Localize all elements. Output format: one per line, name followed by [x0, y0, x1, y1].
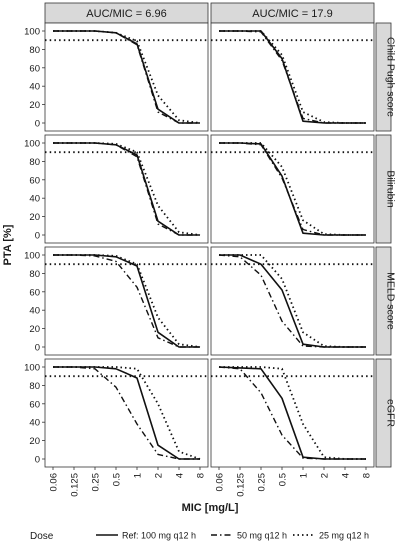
x-tick-label: 2	[154, 473, 165, 478]
row-strip-label: Child Pugh score	[385, 37, 397, 117]
x-tick-label: 8	[362, 473, 373, 478]
row-strip: MELD score	[375, 246, 397, 356]
legend-entry: Ref: 100 mg q12 h	[96, 531, 196, 541]
column-strip: AUC/MIC = 17.9	[210, 2, 375, 24]
panel-frame	[210, 22, 375, 132]
y-tick-label: 0	[35, 231, 40, 242]
panel-frame	[210, 246, 375, 356]
y-tick-label: 0	[35, 119, 40, 130]
series-line-dotted	[53, 142, 201, 236]
series-line-solid	[53, 254, 200, 348]
y-axis-label: PTA [%]	[2, 224, 14, 265]
y-tick-label: 20	[29, 100, 40, 111]
column-strip-label: AUC/MIC = 17.9	[252, 8, 332, 20]
x-tick-label: 4	[341, 473, 352, 478]
y-tick-label: 40	[29, 306, 40, 317]
facet-panel: 0 20 40 60 80 100	[24, 22, 209, 132]
facet-panel	[210, 134, 375, 244]
panel-frame	[44, 358, 209, 468]
y-tick-label: 100	[24, 363, 40, 374]
x-tick-label: 0.125	[70, 473, 81, 497]
facet-panel: 0.06 0.125 0.25 0.5 1 2 4 8	[210, 358, 375, 497]
legend-title: Dose	[30, 531, 54, 542]
x-tick-label: 0.5	[112, 473, 123, 486]
x-tick-label: 2	[320, 473, 331, 478]
y-tick-label: 60	[29, 287, 40, 298]
series-line-solid	[219, 254, 366, 348]
series-line-dashdot	[53, 366, 200, 460]
x-tick-label: 0.06	[215, 473, 226, 492]
panel-frame	[44, 134, 209, 244]
row-strip: Bilirubin	[375, 134, 397, 244]
series-line-dotted	[53, 254, 201, 348]
y-tick-label: 80	[29, 45, 40, 56]
panel-frame	[44, 22, 209, 132]
row-strip: eGFR	[375, 358, 397, 468]
y-tick-label: 80	[29, 381, 40, 392]
row-strip-label: Bilirubin	[385, 170, 397, 208]
panel-frame	[44, 246, 209, 356]
facet-panel: 0 20 40 60 80 100	[24, 246, 209, 356]
legend-label: Ref: 100 mg q12 h	[122, 531, 196, 541]
series-line-dashdot	[219, 30, 366, 124]
panels: AUC/MIC = 6.96 AUC/MIC = 17.9 Child Pugh s…	[24, 2, 397, 497]
column-strip-label: AUC/MIC = 6.96	[86, 8, 166, 20]
y-tick-label: 100	[24, 251, 40, 262]
y-tick-label: 100	[24, 27, 40, 38]
y-tick-label: 0	[35, 343, 40, 354]
series-line-solid	[53, 366, 200, 460]
panel-frame	[210, 134, 375, 244]
x-tick-label: 4	[175, 473, 186, 478]
x-tick-label: 0.06	[49, 473, 60, 492]
panel-frame	[210, 358, 375, 468]
x-axis-label: MIC [mg/L]	[182, 502, 239, 514]
y-tick-label: 40	[29, 82, 40, 93]
x-tick-label: 0.25	[91, 473, 102, 492]
y-tick-label: 60	[29, 63, 40, 74]
facet-panel: 0 20 40 60 80 100 0.06 0.125 0.25 0.5 1 2 4 8	[24, 358, 209, 497]
y-tick-label: 40	[29, 418, 40, 429]
row-strip-label: MELD score	[385, 272, 397, 330]
row-strip-label: eGFR	[385, 399, 397, 427]
series-line-dashdot	[53, 142, 200, 236]
y-tick-label: 60	[29, 175, 40, 186]
x-tick-label: 1	[299, 473, 310, 478]
legend: Dose Ref: 100 mg q12 h 50 mg q12 h 25 mg q…	[30, 531, 369, 543]
series-line-solid	[218, 366, 366, 460]
facet-panel: 0 20 40 60 80 100	[24, 134, 209, 244]
y-tick-label: 100	[24, 139, 40, 150]
x-tick-label: 0.25	[257, 473, 268, 492]
x-tick-label: 0.5	[278, 473, 289, 486]
legend-label: 25 mg q12 h	[319, 531, 369, 541]
x-tick-label: 0.125	[236, 473, 247, 497]
row-strip: Child Pugh score	[375, 22, 397, 132]
series-line-dashdot	[53, 30, 200, 124]
facet-panel	[210, 22, 375, 132]
y-tick-label: 80	[29, 269, 40, 280]
y-tick-label: 20	[29, 436, 40, 447]
legend-entry: 50 mg q12 h	[211, 531, 287, 541]
y-tick-label: 40	[29, 194, 40, 205]
y-tick-label: 0	[35, 455, 40, 466]
x-tick-label: 8	[196, 473, 207, 478]
y-tick-label: 20	[29, 324, 40, 335]
series-line-dashdot	[219, 142, 366, 236]
legend-label: 50 mg q12 h	[237, 531, 287, 541]
y-tick-label: 60	[29, 399, 40, 410]
series-line-dotted	[219, 30, 366, 124]
y-tick-label: 80	[29, 157, 40, 168]
legend-entry: 25 mg q12 h	[293, 531, 369, 541]
x-tick-label: 1	[133, 473, 144, 478]
column-strip: AUC/MIC = 6.96	[44, 2, 209, 24]
y-tick-label: 20	[29, 212, 40, 223]
facet-panel	[210, 246, 375, 356]
